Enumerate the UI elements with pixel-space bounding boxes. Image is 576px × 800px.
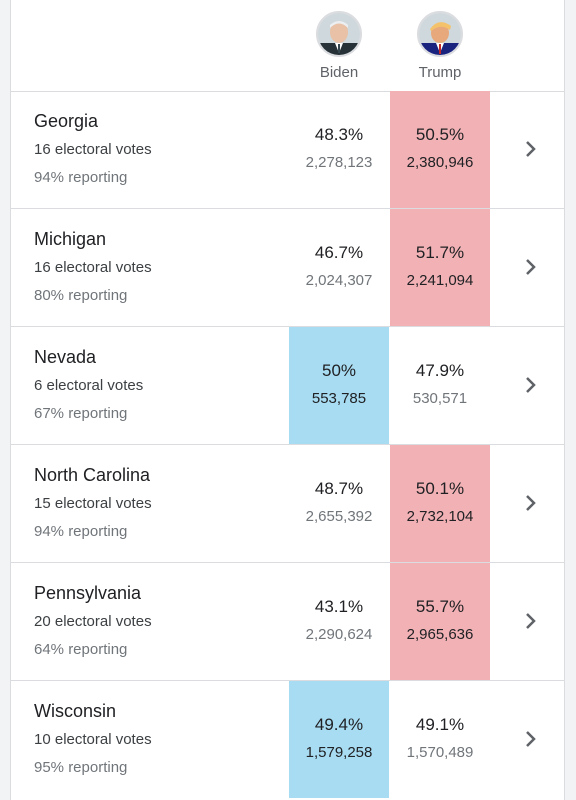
page-margin-left	[0, 0, 10, 800]
biden-votes: 2,024,307	[305, 272, 373, 289]
trump-votes: 2,732,104	[406, 508, 474, 525]
trump-votes: 1,570,489	[406, 744, 474, 761]
biden-percent: 49.4%	[314, 715, 364, 734]
trump-votes: 2,965,636	[406, 626, 474, 643]
chevron-right-icon[interactable]	[519, 610, 541, 632]
biden-percent: 43.1%	[314, 597, 364, 616]
electoral-votes: 15 electoral votes	[34, 495, 152, 512]
state-name: Nevada	[34, 347, 97, 367]
biden-result: 48.3% 2,278,123	[289, 91, 389, 208]
chevron-right-icon[interactable]	[519, 728, 541, 750]
state-name: Michigan	[34, 229, 107, 249]
reporting-status: 95% reporting	[34, 759, 128, 776]
trump-result: 47.9% 530,571	[390, 327, 490, 444]
biden-votes: 2,655,392	[305, 508, 373, 525]
reporting-status: 94% reporting	[34, 523, 128, 540]
trump-votes: 530,571	[412, 390, 468, 407]
trump-name: Trump	[418, 64, 462, 81]
electoral-votes: 10 electoral votes	[34, 731, 152, 748]
chevron-right-icon[interactable]	[519, 374, 541, 396]
trump-avatar	[417, 11, 463, 57]
state-name: North Carolina	[34, 465, 151, 485]
chevron-right-icon[interactable]	[519, 256, 541, 278]
trump-percent: 47.9%	[415, 361, 465, 380]
reporting-status: 64% reporting	[34, 641, 128, 658]
biden-percent: 48.7%	[314, 479, 364, 498]
biden-avatar	[316, 11, 362, 57]
trump-percent: 55.7%	[415, 597, 465, 616]
candidate-biden: Biden	[289, 11, 389, 81]
trump-percent: 51.7%	[415, 243, 465, 262]
electoral-votes: 6 electoral votes	[34, 377, 144, 394]
chevron-right-icon[interactable]	[519, 138, 541, 160]
biden-result: 46.7% 2,024,307	[289, 209, 389, 326]
page-margin-right	[565, 0, 576, 800]
results-card: Biden Trump Georgia 16 electoral votes 9…	[10, 0, 565, 800]
trump-result: 49.1% 1,570,489	[390, 681, 490, 798]
state-name: Wisconsin	[34, 701, 117, 721]
state-row-north-carolina[interactable]: North Carolina 15 electoral votes 94% re…	[11, 445, 564, 563]
biden-votes: 1,579,258	[305, 744, 373, 761]
candidates-header: Biden Trump	[11, 0, 564, 92]
biden-percent: 48.3%	[314, 125, 364, 144]
biden-percent: 50%	[321, 361, 357, 380]
reporting-status: 67% reporting	[34, 405, 128, 422]
chevron-right-icon[interactable]	[519, 492, 541, 514]
electoral-votes: 16 electoral votes	[34, 141, 152, 158]
reporting-status: 94% reporting	[34, 169, 128, 186]
state-row-georgia[interactable]: Georgia 16 electoral votes 94% reporting…	[11, 91, 564, 209]
state-name: Georgia	[34, 111, 99, 131]
electoral-votes: 20 electoral votes	[34, 613, 152, 630]
biden-result: 48.7% 2,655,392	[289, 445, 389, 562]
trump-result: 50.1% 2,732,104	[390, 445, 490, 562]
biden-result: 49.4% 1,579,258	[289, 681, 389, 798]
biden-name: Biden	[319, 64, 359, 81]
biden-result: 43.1% 2,290,624	[289, 563, 389, 680]
biden-percent: 46.7%	[314, 243, 364, 262]
trump-percent: 50.1%	[415, 479, 465, 498]
trump-votes: 2,241,094	[406, 272, 474, 289]
electoral-votes: 16 electoral votes	[34, 259, 152, 276]
biden-votes: 2,278,123	[305, 154, 373, 171]
biden-votes: 2,290,624	[305, 626, 373, 643]
trump-votes: 2,380,946	[406, 154, 474, 171]
biden-votes: 553,785	[311, 390, 367, 407]
state-name: Pennsylvania	[34, 583, 142, 603]
state-row-michigan[interactable]: Michigan 16 electoral votes 80% reportin…	[11, 209, 564, 327]
trump-result: 55.7% 2,965,636	[390, 563, 490, 680]
biden-result: 50% 553,785	[289, 327, 389, 444]
trump-percent: 50.5%	[415, 125, 465, 144]
state-row-wisconsin[interactable]: Wisconsin 10 electoral votes 95% reporti…	[11, 681, 564, 799]
trump-percent: 49.1%	[415, 715, 465, 734]
state-row-pennsylvania[interactable]: Pennsylvania 20 electoral votes 64% repo…	[11, 563, 564, 681]
trump-result: 50.5% 2,380,946	[390, 91, 490, 208]
candidate-trump: Trump	[390, 11, 490, 81]
trump-result: 51.7% 2,241,094	[390, 209, 490, 326]
state-row-nevada[interactable]: Nevada 6 electoral votes 67% reporting 5…	[11, 327, 564, 445]
reporting-status: 80% reporting	[34, 287, 128, 304]
